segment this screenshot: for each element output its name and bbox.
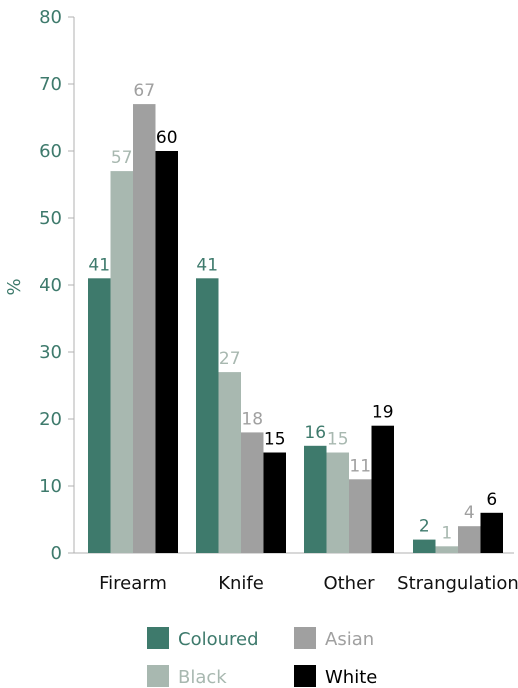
bar-strangulation-coloured	[413, 539, 436, 553]
y-tick-label: 70	[39, 74, 62, 95]
legend-swatch	[147, 665, 169, 687]
bars	[88, 104, 503, 553]
y-axis-label: %	[4, 278, 25, 295]
data-label: 16	[304, 423, 326, 443]
y-tick-label: 80	[39, 7, 62, 28]
y-tick-label: 20	[39, 409, 62, 430]
bar-other-coloured	[304, 445, 327, 553]
data-label: 15	[327, 430, 349, 450]
x-axis-categories: Firearm Knife Other Strangulation	[99, 573, 518, 594]
bar-firearm-black	[110, 171, 133, 553]
legend-label: Black	[178, 667, 227, 688]
legend-label: Asian	[325, 629, 374, 650]
bar-strangulation-asian	[458, 526, 481, 553]
y-axis-ticks: 0 10 20 30 40 50 60 70 80	[39, 7, 74, 564]
bar-knife-coloured	[196, 278, 219, 553]
data-label: 67	[133, 81, 155, 101]
bar-strangulation-white	[480, 512, 503, 553]
legend-label: Coloured	[178, 629, 259, 650]
legend: Coloured Black Asian White	[147, 627, 377, 688]
data-label: 6	[486, 490, 497, 510]
bar-knife-black	[218, 372, 241, 553]
data-label: 27	[219, 349, 241, 369]
data-label: 4	[464, 503, 475, 523]
bar-knife-asian	[241, 432, 264, 553]
bar-other-asian	[349, 479, 372, 553]
y-tick-label: 40	[39, 275, 62, 296]
legend-swatch	[147, 627, 169, 649]
legend-swatch	[294, 627, 316, 649]
x-category-label: Other	[323, 573, 375, 594]
x-category-label: Strangulation	[397, 573, 518, 594]
legend-item-asian: Asian	[294, 627, 374, 650]
legend-item-coloured: Coloured	[147, 627, 259, 650]
bar-knife-white	[263, 452, 286, 553]
data-label: 15	[264, 430, 286, 450]
data-label: 41	[196, 255, 218, 275]
y-tick-label: 60	[39, 141, 62, 162]
x-category-label: Knife	[218, 573, 264, 594]
x-category-label: Firearm	[99, 573, 167, 594]
bar-firearm-asian	[133, 104, 156, 553]
bar-firearm-white	[155, 151, 178, 553]
y-tick-label: 0	[51, 543, 62, 564]
bar-other-white	[371, 425, 394, 553]
y-tick-label: 30	[39, 342, 62, 363]
y-tick-label: 50	[39, 208, 62, 229]
legend-label: White	[325, 667, 377, 688]
legend-item-white: White	[294, 665, 377, 688]
legend-swatch	[294, 665, 316, 687]
data-label: 11	[349, 456, 371, 476]
bar-other-black	[326, 452, 349, 553]
data-label: 60	[156, 128, 178, 148]
data-label: 57	[111, 148, 133, 168]
bar-firearm-coloured	[88, 278, 111, 553]
legend-item-black: Black	[147, 665, 227, 688]
data-label: 19	[372, 403, 394, 423]
y-tick-label: 10	[39, 476, 62, 497]
data-label: 2	[419, 517, 430, 537]
bar-strangulation-black	[435, 546, 458, 553]
data-label: 1	[441, 523, 452, 543]
data-label: 18	[241, 409, 263, 429]
data-label: 41	[88, 255, 110, 275]
